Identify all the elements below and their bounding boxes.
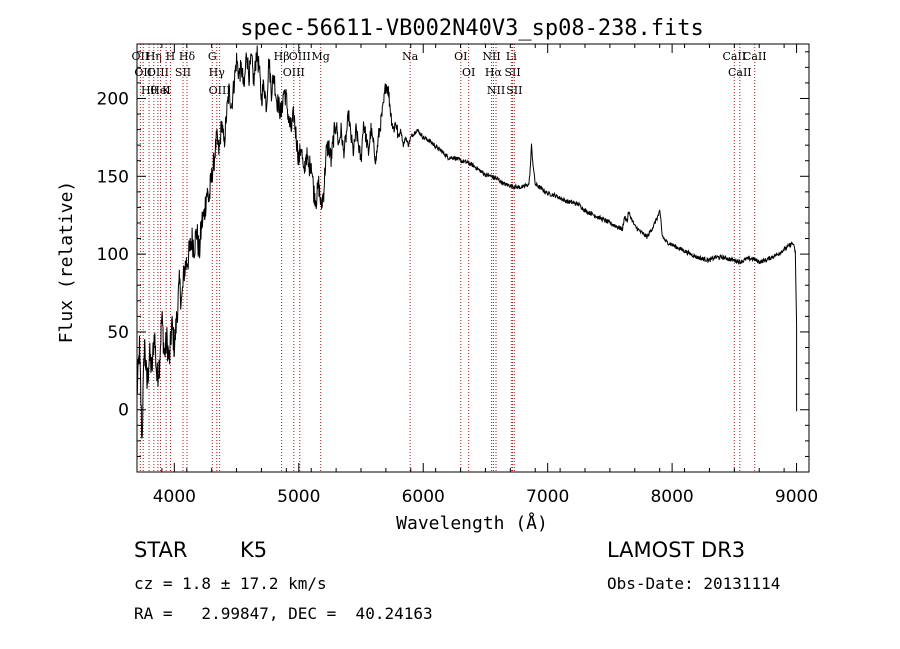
spectral-line-label: K (162, 84, 171, 97)
spectral-line-label: NII (482, 50, 500, 63)
x-tick-label: 8000 (650, 487, 693, 507)
survey-name: LAMOST DR3 (607, 538, 746, 562)
y-tick-label: 100 (97, 245, 129, 265)
observation-date: Obs-Date: 20131114 (607, 574, 781, 593)
spectral-line-label: Hγ (209, 66, 226, 79)
spectral-line-label: Mg (312, 50, 330, 63)
object-class: STAR (134, 538, 188, 562)
spectral-line-label: NII (487, 84, 505, 97)
spectral-line-label: SII (504, 66, 520, 79)
plot-frame (136, 43, 810, 473)
spectral-line-label: Hβ (274, 50, 290, 63)
y-tick-label: 0 (118, 401, 129, 421)
spectral-line-label: CaII (728, 66, 752, 79)
spectral-line-label: H (166, 50, 176, 63)
y-axis-label: Flux (relative) (56, 181, 77, 344)
flux-series-line (136, 45, 798, 439)
x-tick-label: 7000 (526, 487, 569, 507)
redshift-readout: cz = 1.8 ± 17.2 km/s (134, 574, 327, 593)
spectral-line-label: OIII (289, 50, 311, 63)
spectral-line-label: CaII (743, 50, 767, 63)
spectral-line-label: Li (506, 50, 517, 63)
spectral-line-label: Hα (485, 66, 503, 79)
axis-ticks: 4000 5000 6000 7000 8000 9000 0 50 100 150 200 (97, 44, 818, 507)
spectral-line-label: HeI (150, 84, 170, 97)
x-tick-label: 9000 (775, 487, 818, 507)
spectral-line-label: Hη (146, 50, 162, 63)
y-tick-label: 50 (107, 323, 129, 343)
spectral-line-label: OI (462, 66, 475, 79)
spectral-line-label: OII (134, 66, 152, 79)
spectral-line-label: OI (454, 50, 467, 63)
x-tick-label: 5000 (277, 487, 320, 507)
spectral-line-label: OII (132, 50, 150, 63)
y-tick-label: 200 (97, 89, 129, 109)
y-tick-label: 150 (97, 167, 129, 187)
object-subclass: K5 (240, 538, 268, 562)
spectral-line-label: OIII (283, 66, 305, 79)
spectral-line-label: Hδ (179, 50, 196, 63)
x-tick-label: 4000 (153, 487, 196, 507)
chart-title: spec-56611-VB002N40V3_sp08-238.fits (240, 16, 704, 41)
spectral-line-label: OIII (209, 84, 231, 97)
x-tick-label: 6000 (402, 487, 445, 507)
coordinates-readout: RA = 2.99847, DEC = 40.24163 (134, 604, 433, 623)
spectral-line-label: Na (402, 50, 419, 63)
spectral-line-label: OIII (147, 66, 169, 79)
x-axis-label: Wavelength (Å) (396, 512, 548, 534)
spectral-line-label: SII (175, 66, 191, 79)
spectral-line-label: SII (506, 84, 522, 97)
spectral-line-label: Hθ (141, 84, 158, 97)
spectral-line-label: G (208, 50, 217, 63)
